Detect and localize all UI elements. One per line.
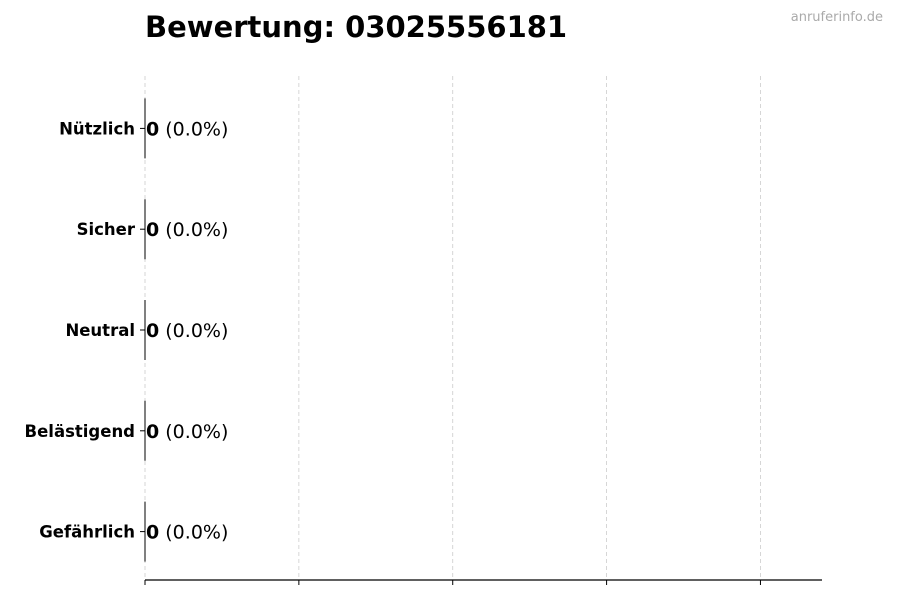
category-label: Gefährlich xyxy=(39,523,135,542)
category-label: Belästigend xyxy=(25,422,135,441)
data-label: 0 (0.0%) xyxy=(146,421,228,443)
data-label-percent: (0.0%) xyxy=(159,219,228,241)
data-label-percent: (0.0%) xyxy=(159,118,228,140)
data-label: 0 (0.0%) xyxy=(146,320,228,342)
data-label-percent: (0.0%) xyxy=(159,421,228,443)
data-label: 0 (0.0%) xyxy=(146,118,228,140)
category-label: Nützlich xyxy=(59,119,135,138)
data-label: 0 (0.0%) xyxy=(146,219,228,241)
data-label: 0 (0.0%) xyxy=(146,522,228,544)
data-label-count: 0 xyxy=(146,421,159,443)
chart-title: Bewertung: 03025556181 xyxy=(145,10,568,44)
data-label-percent: (0.0%) xyxy=(159,522,228,544)
data-label-count: 0 xyxy=(146,320,159,342)
category-label: Neutral xyxy=(65,321,135,340)
data-label-percent: (0.0%) xyxy=(159,320,228,342)
category-label: Sicher xyxy=(77,220,136,239)
data-label-count: 0 xyxy=(146,118,159,140)
data-label-count: 0 xyxy=(146,219,159,241)
data-label-count: 0 xyxy=(146,522,159,544)
watermark: anruferinfo.de xyxy=(790,10,883,25)
